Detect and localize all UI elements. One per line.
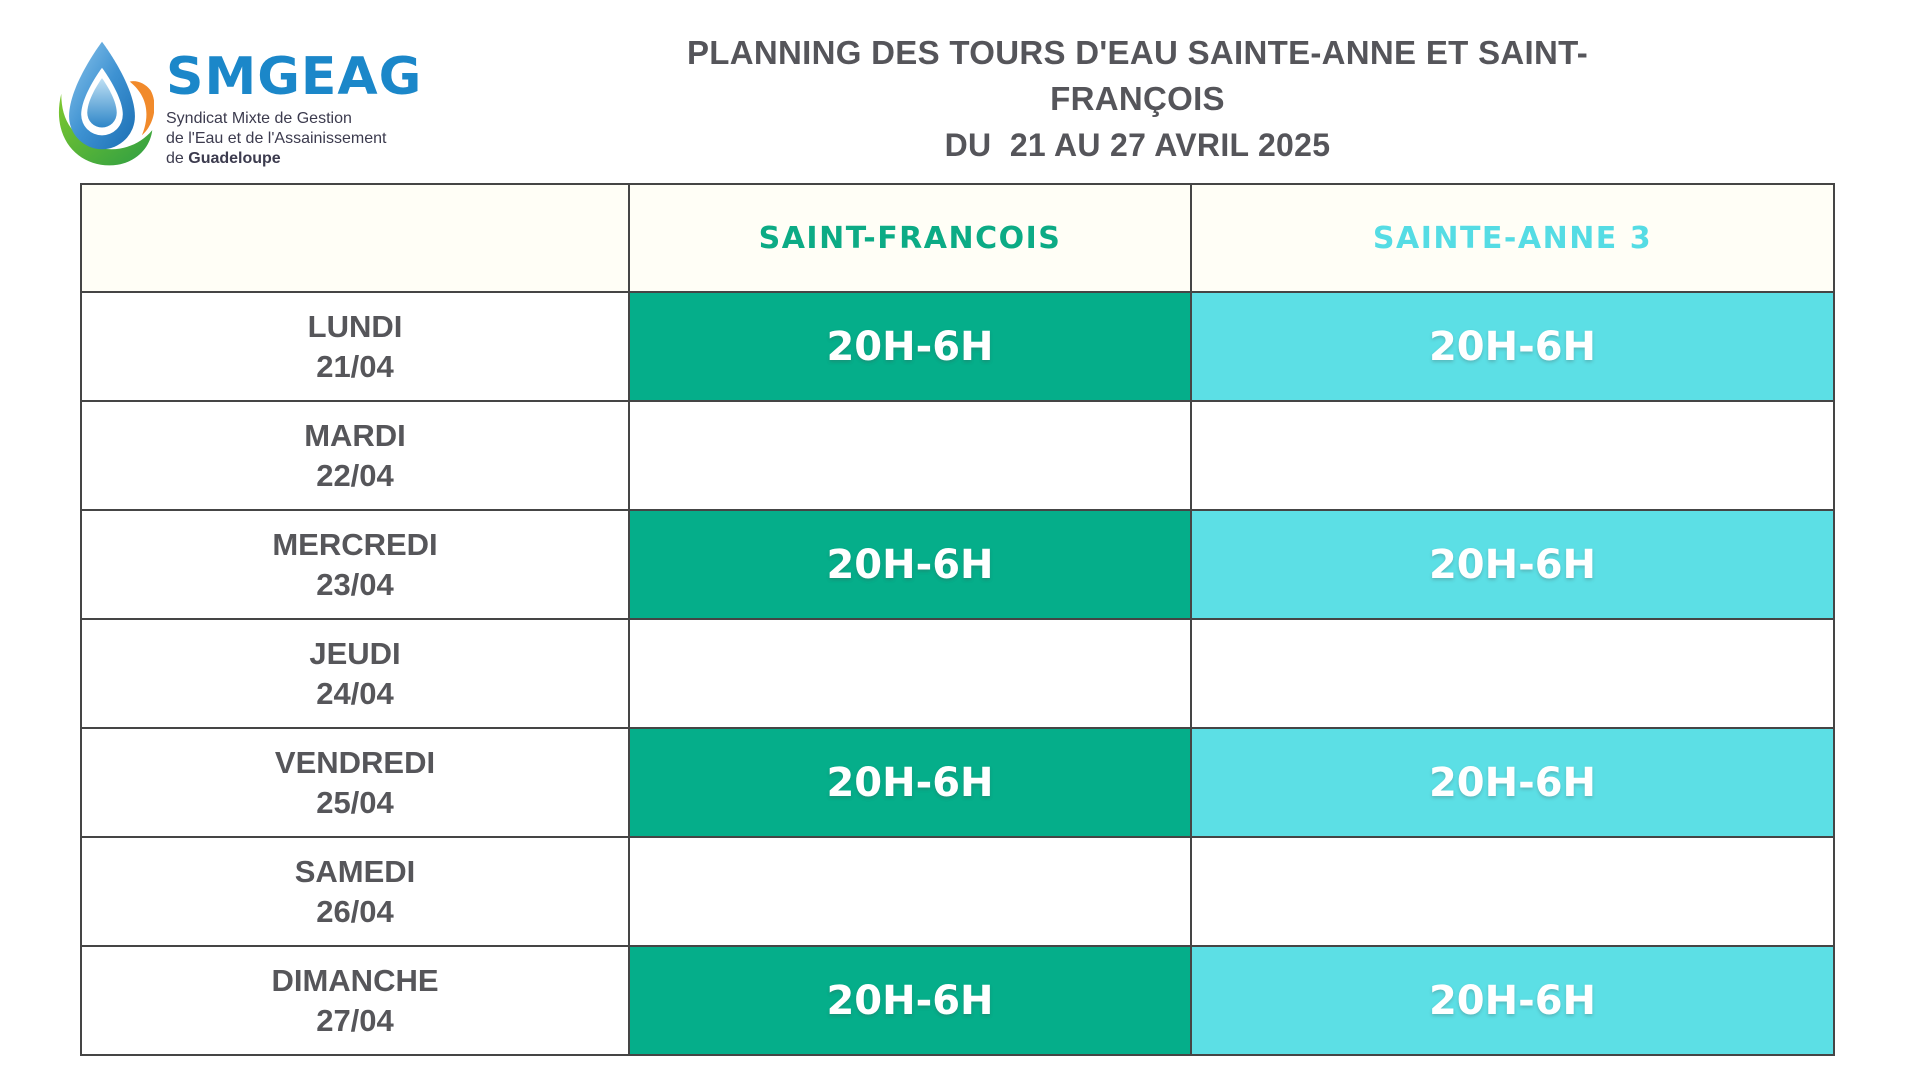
schedule-cell-saint-francois xyxy=(628,618,1192,729)
page-title-line2: DU 21 AU 27 AVRIL 2025 xyxy=(944,127,1331,163)
logo-subtitle-line3: de Guadeloupe xyxy=(166,150,281,167)
day-date: 27/04 xyxy=(316,1002,394,1038)
day-cell: DIMANCHE 27/04 xyxy=(80,945,630,1056)
schedule-cell-saint-francois: 20H-6H xyxy=(628,945,1192,1056)
day-cell: JEUDI 24/04 xyxy=(80,618,630,729)
table-row-jeudi: JEUDI 24/04 xyxy=(80,618,1835,729)
schedule-cell-sainte-anne xyxy=(1190,618,1835,729)
day-cell: VENDREDI 25/04 xyxy=(80,727,630,838)
day-cell: MARDI 22/04 xyxy=(80,400,630,511)
day-name: MERCREDI xyxy=(272,526,438,562)
page-title: PLANNING DES TOURS D'EAU SAINTE-ANNE ET … xyxy=(640,30,1635,168)
day-name: VENDREDI xyxy=(274,744,436,780)
schedule-cell-sainte-anne: 20H-6H xyxy=(1190,727,1835,838)
smgeag-logo: SMGEAG Syndicat Mixte de Gestion de l'Ea… xyxy=(50,34,422,176)
corner-empty-cell xyxy=(80,183,630,293)
table-row-dimanche: DIMANCHE 27/04 20H-6H 20H-6H xyxy=(80,945,1835,1056)
day-date: 24/04 xyxy=(316,675,394,711)
logo-acronym: SMGEAG xyxy=(166,47,423,107)
day-cell: MERCREDI 23/04 xyxy=(80,509,630,620)
water-drop-icon xyxy=(58,41,154,166)
day-name: MARDI xyxy=(304,417,406,453)
column-header-sainte-anne: SAINTE-ANNE 3 xyxy=(1190,183,1835,293)
day-date: 23/04 xyxy=(316,566,394,602)
day-cell: SAMEDI 26/04 xyxy=(80,836,630,947)
day-date: 21/04 xyxy=(316,348,394,384)
schedule-cell-sainte-anne: 20H-6H xyxy=(1190,509,1835,620)
table-header-row: SAINT-FRANCOIS SAINTE-ANNE 3 xyxy=(80,183,1835,293)
table-row-lundi: LUNDI 21/04 20H-6H 20H-6H xyxy=(80,291,1835,402)
logo-subtitle-line1: Syndicat Mixte de Gestion xyxy=(166,110,352,127)
day-date: 22/04 xyxy=(316,457,394,493)
logo-text-block: SMGEAG Syndicat Mixte de Gestion de l'Ea… xyxy=(166,34,422,169)
schedule-cell-saint-francois xyxy=(628,836,1192,947)
schedule-cell-saint-francois xyxy=(628,400,1192,511)
table-row-mardi: MARDI 22/04 xyxy=(80,400,1835,511)
water-schedule-table: SAINT-FRANCOIS SAINTE-ANNE 3 LUNDI 21/04… xyxy=(80,183,1835,1056)
day-date: 26/04 xyxy=(316,893,394,929)
schedule-cell-saint-francois: 20H-6H xyxy=(628,727,1192,838)
table-row-mercredi: MERCREDI 23/04 20H-6H 20H-6H xyxy=(80,509,1835,620)
schedule-cell-sainte-anne: 20H-6H xyxy=(1190,945,1835,1056)
day-name: SAMEDI xyxy=(294,853,416,889)
day-name: JEUDI xyxy=(309,635,401,671)
logo-inner-blue-drop xyxy=(87,78,117,128)
logo-orange-swoosh xyxy=(129,81,154,136)
day-cell: LUNDI 21/04 xyxy=(80,291,630,402)
logo-subtitle: Syndicat Mixte de Gestion de l'Eau et de… xyxy=(166,109,422,169)
table-row-samedi: SAMEDI 26/04 xyxy=(80,836,1835,947)
page-title-line1: PLANNING DES TOURS D'EAU SAINTE-ANNE ET … xyxy=(686,34,1589,117)
day-name: LUNDI xyxy=(307,308,403,344)
table-row-vendredi: VENDREDI 25/04 20H-6H 20H-6H xyxy=(80,727,1835,838)
day-name: DIMANCHE xyxy=(271,962,439,998)
schedule-cell-sainte-anne xyxy=(1190,400,1835,511)
schedule-cell-sainte-anne xyxy=(1190,836,1835,947)
schedule-cell-saint-francois: 20H-6H xyxy=(628,291,1192,402)
schedule-cell-sainte-anne: 20H-6H xyxy=(1190,291,1835,402)
schedule-cell-saint-francois: 20H-6H xyxy=(628,509,1192,620)
column-header-saint-francois: SAINT-FRANCOIS xyxy=(628,183,1192,293)
logo-subtitle-line2: de l'Eau et de l'Assainissement xyxy=(166,130,387,147)
logo-leaf-swoosh xyxy=(58,93,153,166)
day-date: 25/04 xyxy=(316,784,394,820)
